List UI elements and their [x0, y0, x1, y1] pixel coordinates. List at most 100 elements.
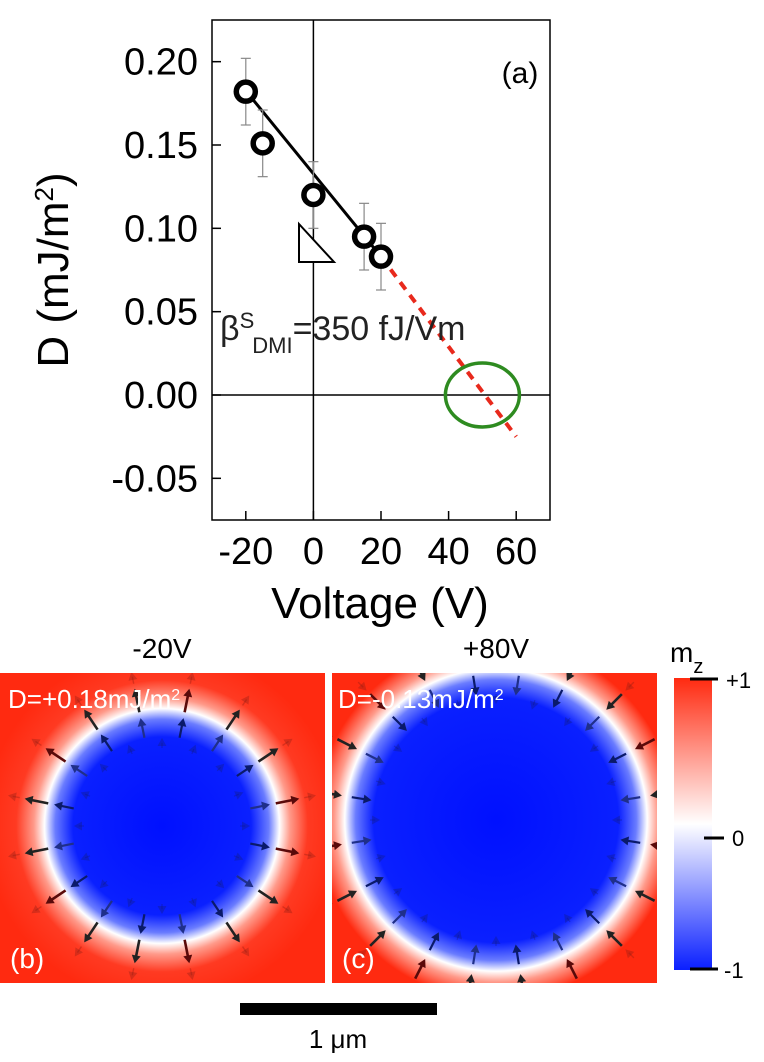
- faint-arrow-head: [606, 777, 616, 786]
- wall-arrow-head: [620, 836, 630, 846]
- faint-arrow: [102, 880, 108, 886]
- wall-arrow-head: [431, 698, 440, 708]
- wall-arrow-head: [70, 764, 80, 774]
- wall-arrow-head: [417, 958, 426, 969]
- faint-arrow: [129, 748, 133, 755]
- faint-arrow: [216, 766, 222, 772]
- faint-arrow-head: [215, 763, 225, 773]
- wall-arrow-head: [269, 748, 279, 757]
- beta-dmi-annotation: βS DMI=350 fJ/Vm: [220, 308, 466, 358]
- panel-a-chart: 0.20 0.15 0.10 0.05 0.00 -0.05 -20 0 20 40 60 (a)…: [29, 19, 551, 628]
- faint-arrow-head: [188, 898, 197, 908]
- faint-arrow-head: [376, 777, 386, 786]
- faint-arrow-head: [8, 792, 17, 802]
- wall-arrow-head: [45, 748, 55, 757]
- faint-arrow-head: [242, 821, 250, 831]
- colorbar-title-sub: z: [693, 656, 703, 678]
- faint-arrow-head: [128, 673, 138, 681]
- faint-arrow: [131, 968, 135, 976]
- faint-arrow-head: [8, 850, 17, 860]
- panel-b-heatmap: -20V D=+0.18mJ/m2 (b): [0, 633, 325, 983]
- wall-arrow-head: [269, 895, 279, 904]
- faint-arrow: [35, 905, 42, 912]
- y-axis-title-end: ): [29, 172, 78, 187]
- faint-arrow-head: [659, 729, 668, 737]
- faint-arrow: [304, 795, 312, 799]
- faint-arrow: [189, 968, 193, 976]
- x-tick-label: -20: [218, 531, 273, 573]
- data-point: [301, 182, 326, 208]
- faint-arrow: [593, 745, 599, 750]
- faint-arrow-head: [579, 648, 587, 657]
- wall-arrow: [654, 793, 657, 797]
- data-point: [351, 224, 377, 249]
- faint-arrow-head: [612, 815, 620, 825]
- faint-arrow: [304, 853, 312, 857]
- faint-arrow-head: [579, 983, 587, 992]
- wall-arrow-head: [231, 933, 240, 943]
- wall-arrow-head: [465, 974, 475, 983]
- wall-arrow-head: [290, 847, 300, 857]
- faint-arrow: [241, 946, 248, 953]
- faint-arrow-head: [393, 743, 403, 752]
- wall-arrow-head: [100, 908, 110, 918]
- faint-arrow: [393, 890, 399, 895]
- faint-arrow-head: [625, 681, 635, 691]
- wall-arrow-head: [183, 688, 193, 698]
- beta-sub: DMI: [252, 333, 292, 358]
- panel-b-d-text: D=+0.18mJ/m: [8, 684, 171, 714]
- extrapolation-line: [379, 255, 518, 438]
- wall-arrow-head: [634, 741, 645, 750]
- faint-arrow-head: [530, 930, 539, 940]
- faint-arrow-head: [188, 744, 197, 754]
- wall-arrow-head: [347, 741, 358, 750]
- faint-arrow: [129, 897, 133, 904]
- wall-arrow-head: [650, 841, 657, 850]
- faint-arrow: [663, 905, 669, 908]
- faint-arrow: [610, 780, 617, 784]
- faint-arrow: [593, 890, 599, 895]
- wall-arrow-head: [634, 890, 645, 899]
- faint-arrow-head: [215, 879, 225, 889]
- faint-arrow-head: [419, 717, 428, 727]
- wall-arrow-head: [376, 930, 386, 940]
- wall-arrow-head: [261, 801, 270, 811]
- faint-arrow-head: [521, 1001, 530, 1010]
- panel-b-map: [0, 673, 325, 983]
- faint-arrow-head: [74, 947, 83, 957]
- y-axis-title: D (mJ/m2): [29, 172, 78, 367]
- faint-arrow-head: [157, 906, 167, 914]
- beta-value: =350 fJ/Vm: [293, 310, 466, 348]
- wall-arrow-head: [470, 686, 480, 696]
- wall-arrow-head: [552, 932, 561, 942]
- faint-arrow-head: [453, 700, 462, 710]
- faint-arrow: [375, 780, 382, 784]
- faint-arrow: [456, 699, 460, 706]
- faint-arrow: [581, 646, 584, 652]
- wall-arrow-head: [566, 673, 575, 682]
- faint-arrow-head: [332, 735, 333, 737]
- faint-arrow: [375, 856, 382, 860]
- faint-arrow-head: [357, 681, 367, 691]
- faint-arrow-head: [307, 792, 316, 802]
- faint-arrow-head: [372, 815, 380, 825]
- faint-arrow-head: [80, 852, 90, 861]
- faint-arrow: [532, 699, 536, 706]
- data-point: [250, 131, 275, 156]
- faint-arrow-head: [241, 695, 250, 705]
- faint-arrow-head: [589, 743, 599, 752]
- faint-arrow-head: [659, 903, 668, 911]
- faint-arrow-head: [99, 763, 109, 773]
- wall-arrow-head: [333, 789, 342, 799]
- faint-arrow: [525, 1005, 526, 1012]
- faint-arrow: [581, 987, 584, 993]
- faint-arrow-head: [283, 905, 293, 914]
- faint-arrow: [407, 987, 410, 993]
- wall-arrow-head: [374, 755, 384, 764]
- faint-arrow-head: [405, 648, 413, 657]
- faint-arrow-head: [31, 738, 41, 747]
- faint-arrow-head: [393, 888, 403, 897]
- colorbar-title-main: m: [670, 637, 693, 668]
- scale-bar: 1 μm: [240, 1003, 437, 1054]
- wall-arrow-head: [552, 698, 561, 708]
